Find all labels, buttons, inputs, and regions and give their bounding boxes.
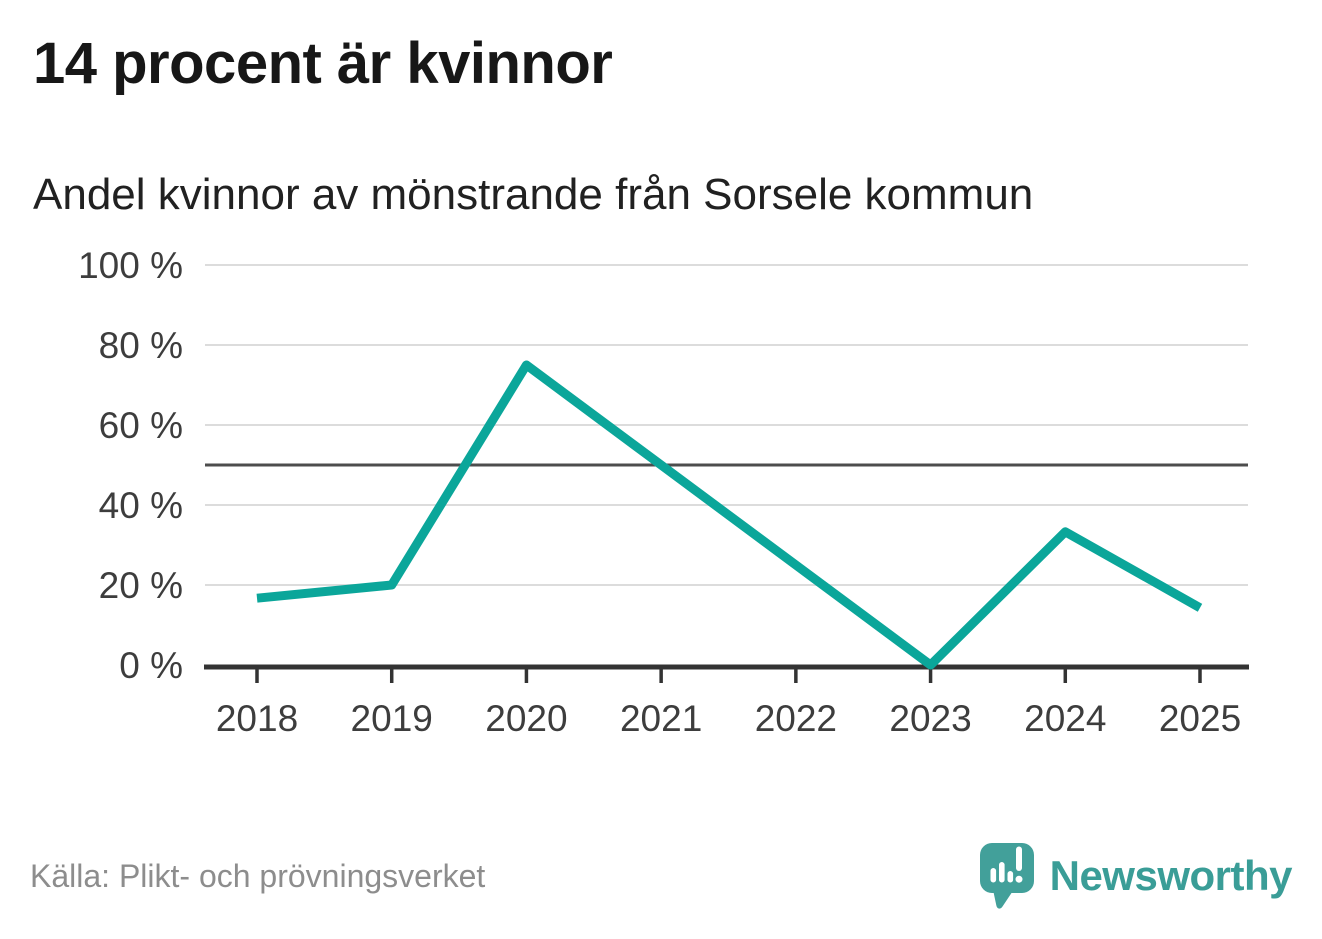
chart-subtitle: Andel kvinnor av mönstrande från Sorsele… [33, 170, 1034, 219]
x-axis-tick-label: 2023 [889, 698, 971, 739]
logo-exclamation-bar [1015, 846, 1022, 871]
x-axis-tick-label: 2019 [351, 698, 433, 739]
y-axis-tick-label: 0 % [119, 645, 183, 686]
logo-exclamation-dot [1015, 875, 1023, 883]
x-axis-tick-label: 2025 [1159, 698, 1241, 739]
speech-bubble-shape [979, 843, 1034, 909]
logo-bar-3 [1007, 871, 1013, 883]
newsworthy-logo-icon [979, 843, 1034, 909]
page-title: 14 procent är kvinnor [33, 31, 613, 96]
data-line-andel-kvinnor-av-m-nstrande [256, 360, 1203, 670]
brand-name: Newsworthy [1049, 852, 1293, 899]
y-axis-tick-label: 60 % [99, 405, 183, 446]
x-axis-tick-label: 2021 [620, 698, 702, 739]
newsworthy-brand: Newsworthy [978, 841, 1293, 911]
x-axis-tick-label: 2020 [485, 698, 567, 739]
source-note: Källa: Plikt- och prövningsverket [30, 857, 486, 894]
logo-bar-1 [990, 868, 996, 883]
footer: Källa: Plikt- och prövningsverket Newswo… [30, 836, 1293, 916]
y-axis-tick-label: 40 % [99, 485, 183, 526]
x-axis-tick-label: 2024 [1024, 698, 1106, 739]
y-axis-tick-label: 20 % [99, 565, 183, 606]
y-axis-tick-label: 80 % [99, 325, 183, 366]
logo-bar-2 [998, 862, 1005, 883]
x-axis-tick-label: 2022 [755, 698, 837, 739]
y-axis-tick-label: 100 % [78, 245, 183, 286]
line-chart: 0 % 20 % 40 % 60 % 80 % 100 % 2018 2019 2020 2021… [78, 245, 1249, 739]
x-axis-tick-label: 2018 [216, 698, 298, 739]
